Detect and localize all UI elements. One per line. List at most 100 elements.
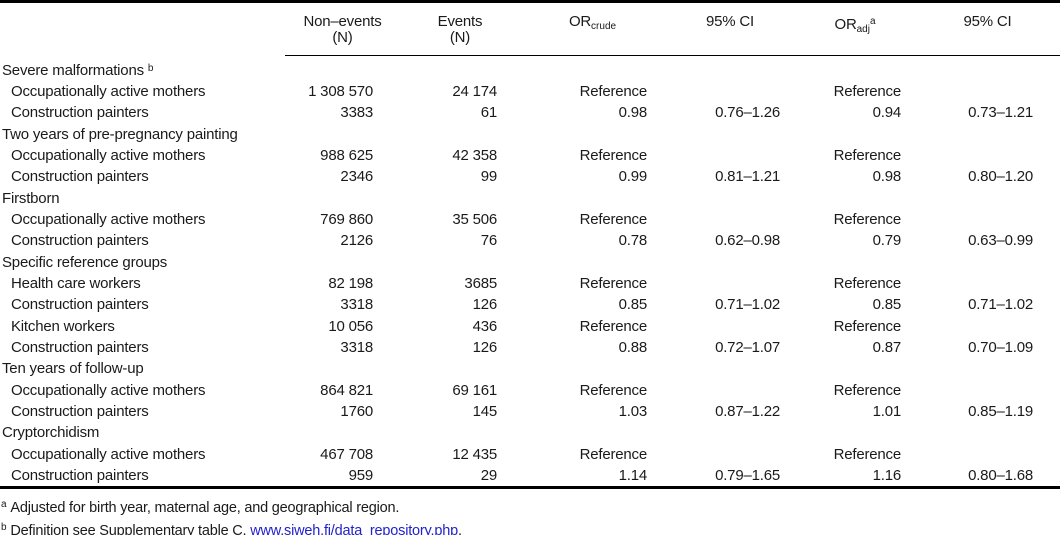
cell-ci-crude xyxy=(665,145,795,166)
cell-events xyxy=(400,124,520,145)
cell-or-adj: Reference xyxy=(833,146,902,164)
cell-or-crude: 0.78 xyxy=(618,232,648,250)
cell-ci-crude xyxy=(665,124,795,145)
cell-events: 126 xyxy=(472,296,498,314)
or-adj-footnote-marker: a xyxy=(869,16,876,27)
row-label: Kitchen workers xyxy=(11,317,115,335)
cell-or-crude: 1.14 xyxy=(618,467,648,485)
cell-events xyxy=(400,422,520,443)
row-label: Occupationally active mothers xyxy=(11,210,206,228)
table-row: Health care workers 82 198 3685 Reference Re… xyxy=(0,273,1060,294)
cell-events xyxy=(400,358,520,379)
cell-non-events: 2126 xyxy=(340,232,373,250)
cell-ci-adj xyxy=(915,273,1060,294)
cell-events xyxy=(400,252,520,273)
table-header: Non–events (N) Events (N) OR crude 95% CI… xyxy=(0,1,1060,56)
cell-ci-crude: 0.76–1.26 xyxy=(715,104,780,122)
header-or-adj: ORadja xyxy=(795,1,915,56)
header-events: Events (N) xyxy=(400,1,520,56)
table-row: Construction painters 3318 126 0.88 0.72–1.0… xyxy=(0,337,1060,358)
row-label: Construction painters xyxy=(11,232,149,250)
cell-non-events xyxy=(285,188,400,209)
cell-ci-crude xyxy=(665,252,795,273)
cell-events xyxy=(400,56,520,81)
row-label: Two years of pre-pregnancy painting xyxy=(2,125,238,143)
cell-ci-adj xyxy=(915,444,1060,465)
section-row: Ten years of follow-up xyxy=(0,358,1060,379)
cell-ci-adj xyxy=(915,56,1060,81)
footnote-a-marker: a xyxy=(1,499,7,511)
footnote-b: b Definition see Supplementary table C, w… xyxy=(1,518,1060,535)
cell-or-crude: 1.03 xyxy=(618,403,648,420)
cell-non-events: 864 821 xyxy=(320,381,373,399)
cell-non-events: 1760 xyxy=(340,403,373,420)
cell-ci-crude: 0.72–1.07 xyxy=(715,338,780,356)
cell-or-crude xyxy=(520,358,665,379)
cell-ci-adj xyxy=(915,124,1060,145)
table-row: Construction painters 1760 145 1.03 0.87–1.2… xyxy=(0,401,1060,422)
cell-ci-adj xyxy=(915,358,1060,379)
or-adj-base: OR xyxy=(834,16,857,33)
cell-or-crude xyxy=(520,422,665,443)
cell-events: 145 xyxy=(472,403,498,420)
data-repository-link[interactable]: www.sjweh.fi/data_repository.php xyxy=(250,523,458,535)
cell-non-events xyxy=(285,422,400,443)
or-adj-subscript: adj xyxy=(856,24,870,35)
cell-ci-adj: 0.63–0.99 xyxy=(968,232,1033,250)
section-row: Severe malformations b xyxy=(0,56,1060,81)
header-non-events-line1: Non–events xyxy=(303,13,382,30)
cell-events: 29 xyxy=(480,467,497,485)
cell-ci-crude: 0.71–1.02 xyxy=(715,296,780,314)
table-row: Kitchen workers 10 056 436 Reference Referen… xyxy=(0,316,1060,337)
header-empty xyxy=(0,2,285,56)
cell-non-events: 769 860 xyxy=(320,210,373,228)
cell-ci-crude xyxy=(665,422,795,443)
cell-events: 99 xyxy=(480,168,497,186)
cell-events: 35 506 xyxy=(452,210,497,228)
row-label: Health care workers xyxy=(11,274,141,292)
cell-or-crude: Reference xyxy=(579,274,648,292)
results-table: Non–events (N) Events (N) OR crude 95% CI… xyxy=(0,0,1060,490)
cell-or-adj xyxy=(795,124,915,145)
cell-events: 69 161 xyxy=(452,381,497,399)
footnote-b-period: . xyxy=(457,523,462,535)
cell-or-crude: Reference xyxy=(579,82,648,100)
header-non-events-line2: (N) xyxy=(332,29,353,46)
cell-or-adj: Reference xyxy=(833,381,902,399)
cell-or-crude xyxy=(520,252,665,273)
table-row: Construction painters 3318 126 0.85 0.71–1.0… xyxy=(0,294,1060,315)
cell-or-adj: Reference xyxy=(833,210,902,228)
cell-ci-adj xyxy=(915,422,1060,443)
cell-or-crude: Reference xyxy=(579,381,648,399)
cell-events: 436 xyxy=(472,317,498,335)
cell-or-adj: 1.16 xyxy=(872,467,902,485)
row-label: Occupationally active mothers xyxy=(11,381,206,399)
header-ci-crude: 95% CI xyxy=(665,1,795,56)
cell-or-adj xyxy=(795,358,915,379)
section-row: Cryptorchidism xyxy=(0,422,1060,443)
cell-events: 126 xyxy=(472,338,498,356)
header-non-events: Non–events (N) xyxy=(285,1,400,56)
row-label: Construction painters xyxy=(11,168,149,186)
cell-non-events xyxy=(285,56,400,81)
row-label: Construction painters xyxy=(11,467,149,485)
section-row: Two years of pre-pregnancy painting xyxy=(0,124,1060,145)
row-label: Specific reference groups xyxy=(2,253,168,271)
cell-or-crude xyxy=(520,56,665,81)
cell-ci-adj xyxy=(915,209,1060,230)
cell-ci-crude xyxy=(665,316,795,337)
cell-non-events xyxy=(285,252,400,273)
cell-ci-adj: 0.73–1.21 xyxy=(968,104,1033,122)
cell-or-crude: 0.99 xyxy=(618,168,648,186)
cell-ci-crude: 0.81–1.21 xyxy=(715,168,780,186)
cell-ci-adj xyxy=(915,188,1060,209)
header-row: Non–events (N) Events (N) OR crude 95% CI… xyxy=(0,1,1060,56)
table-row: Occupationally active mothers 988 625 42 3… xyxy=(0,145,1060,166)
cell-ci-adj: 0.71–1.02 xyxy=(968,296,1033,314)
or-crude-subscript: crude xyxy=(591,21,617,32)
section-row: Specific reference groups xyxy=(0,252,1060,273)
row-label: Severe malformations b xyxy=(2,61,154,79)
cell-or-adj: 1.01 xyxy=(872,403,902,420)
cell-or-adj: 0.94 xyxy=(872,104,902,122)
row-label: Ten years of follow-up xyxy=(2,360,144,378)
